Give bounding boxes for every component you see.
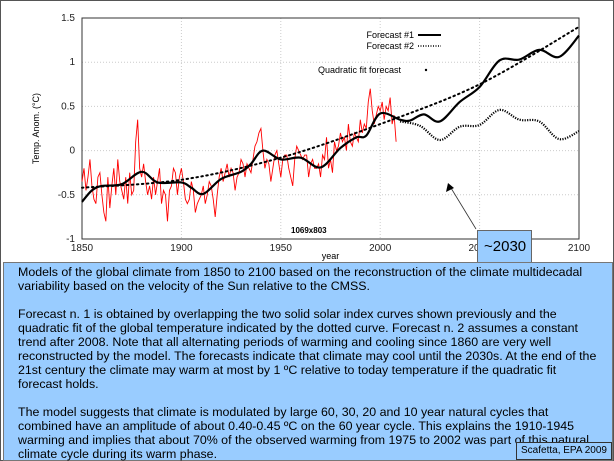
forecast-2-line xyxy=(399,108,580,142)
legend-label-forecast-1: Forecast #1 xyxy=(366,30,414,40)
temperature-chart: 185019001950200020502100-1-0.500.511.5ye… xyxy=(31,13,591,261)
observed-series-line xyxy=(81,88,397,222)
quadratic-fit-line xyxy=(81,25,580,189)
annotation-arrow-head xyxy=(446,183,454,192)
y-tick-label: 0 xyxy=(69,146,75,157)
annotation-arrow-line xyxy=(450,187,477,230)
x-tick-label: 2100 xyxy=(568,243,591,254)
legend-label-quadratic: Quadratic fit forecast xyxy=(318,65,402,75)
y-tick-label: 0.5 xyxy=(61,101,75,112)
forecast-1-line xyxy=(81,34,580,203)
x-axis-label: year xyxy=(322,251,340,261)
y-tick-label: 1.5 xyxy=(61,13,75,24)
watermark-text: 1069x803 xyxy=(291,226,327,235)
legend-swatch-quadratic xyxy=(424,68,428,72)
caption-paragraph-3: The model suggests that climate is modul… xyxy=(18,405,589,461)
plot-frame xyxy=(81,17,580,240)
caption-box: Models of the global climate from 1850 t… xyxy=(3,262,613,461)
y-tick-label: -0.5 xyxy=(58,190,76,201)
caption-paragraph-2: Forecast n. 1 is obtained by overlapping… xyxy=(18,307,597,391)
credit-label: Scafetta, EPA 2009 xyxy=(516,442,612,460)
x-tick-label: 1850 xyxy=(71,243,94,254)
y-tick-label: -1 xyxy=(66,234,75,245)
y-tick-label: 1 xyxy=(69,57,75,68)
x-tick-label: 1950 xyxy=(270,243,293,254)
y-axis-label: Temp. Anom. (°C) xyxy=(31,93,41,164)
caption-paragraph-1: Models of the global climate from 1850 t… xyxy=(18,265,583,293)
x-tick-label: 2000 xyxy=(369,243,392,254)
x-tick-label: 1900 xyxy=(170,243,193,254)
annotation-2030: ~2030 xyxy=(477,230,532,263)
legend-label-forecast-2: Forecast #2 xyxy=(366,41,414,51)
